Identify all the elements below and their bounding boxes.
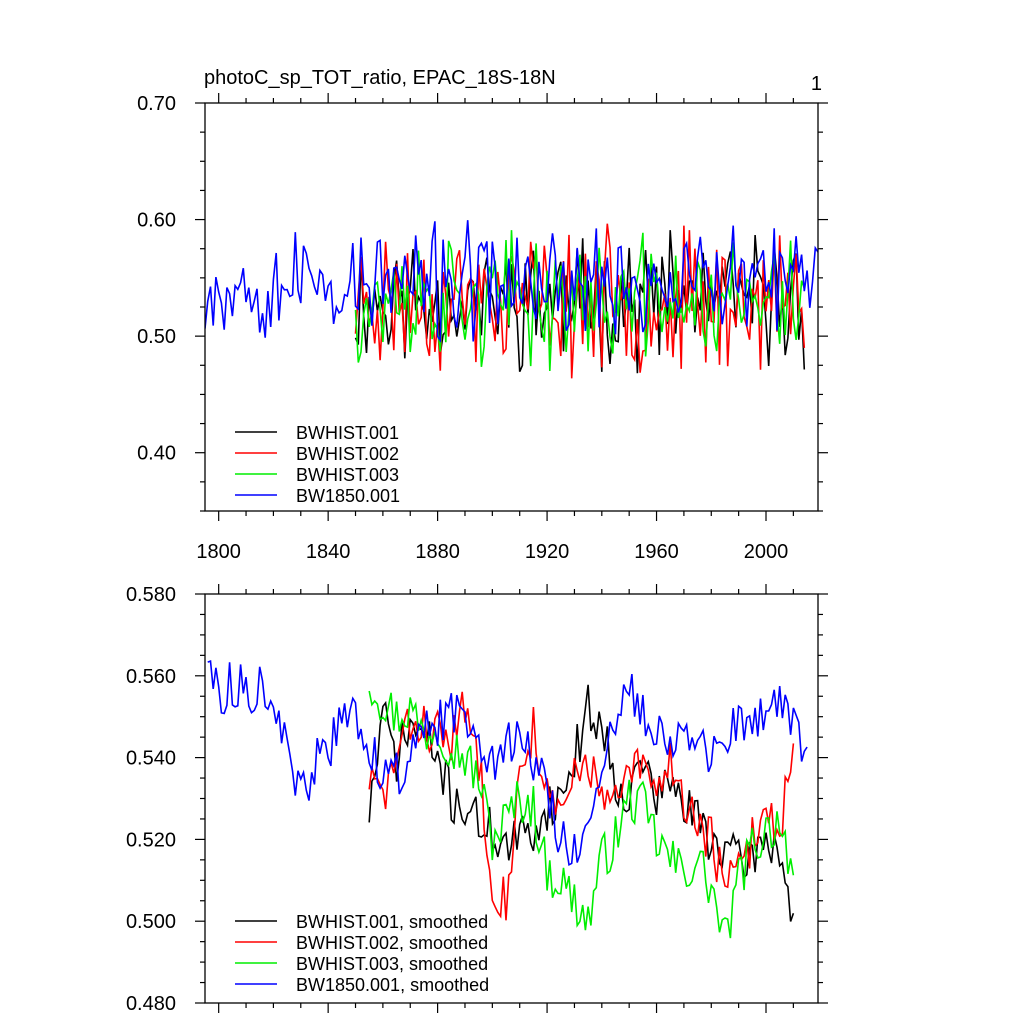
bottom-panel: 0.480 0.500 0.520 0.540 0.560 0.580 BWHIST.00…: [126, 584, 828, 1015]
series-line-2: [368, 691, 795, 921]
legend-label: BWHIST.002: [296, 444, 399, 464]
legend-label: BWHIST.002, smoothed: [296, 933, 488, 953]
legend-label: BWHIST.001, smoothed: [296, 912, 488, 932]
top-axes: 1800 1840 1880 1920 1960 2000 0.40 0.50 0.60 0.70: [137, 93, 828, 563]
y-tick-label: 0.60: [137, 210, 176, 232]
x-tick-label: 1920: [525, 541, 570, 563]
y-tick-label: 0.580: [126, 584, 176, 606]
x-tick-label: 1800: [196, 541, 241, 563]
x-tick-label: 2000: [744, 541, 789, 563]
series-line-4: [207, 660, 808, 867]
legend-label: BW1850.001: [296, 486, 400, 506]
y-tick-label: 0.40: [137, 443, 176, 465]
y-tick-label: 0.50: [137, 326, 176, 348]
series-line-3: [354, 230, 806, 372]
x-tick-label: 1880: [415, 541, 460, 563]
legend-label: BW1850.001, smoothed: [296, 975, 489, 995]
legend-label: BWHIST.003, smoothed: [296, 954, 488, 974]
x-tick-label: 1960: [634, 541, 679, 563]
y-tick-label: 0.520: [126, 829, 176, 851]
series-line-4: [205, 220, 818, 343]
y-tick-label: 0.560: [126, 666, 176, 688]
panel-number-label: 1: [811, 73, 822, 95]
legend-label: BWHIST.001: [296, 423, 399, 443]
legend-label: BWHIST.003: [296, 465, 399, 485]
top-series-lines: [205, 220, 818, 379]
bottom-axes: 0.480 0.500 0.520 0.540 0.560 0.580: [126, 584, 828, 1015]
top-panel: photoC_sp_TOT_ratio, EPAC_18S-18N 1 1800…: [137, 67, 828, 563]
y-tick-label: 0.500: [126, 911, 176, 933]
y-tick-label: 0.70: [137, 93, 176, 115]
y-tick-label: 0.480: [126, 993, 176, 1015]
bottom-series-lines: [207, 660, 808, 939]
x-tick-label: 1840: [306, 541, 351, 563]
panel-title: photoC_sp_TOT_ratio, EPAC_18S-18N: [204, 67, 556, 89]
y-tick-label: 0.540: [126, 748, 176, 770]
series-line-1: [368, 684, 795, 922]
series-line-3: [368, 690, 795, 939]
